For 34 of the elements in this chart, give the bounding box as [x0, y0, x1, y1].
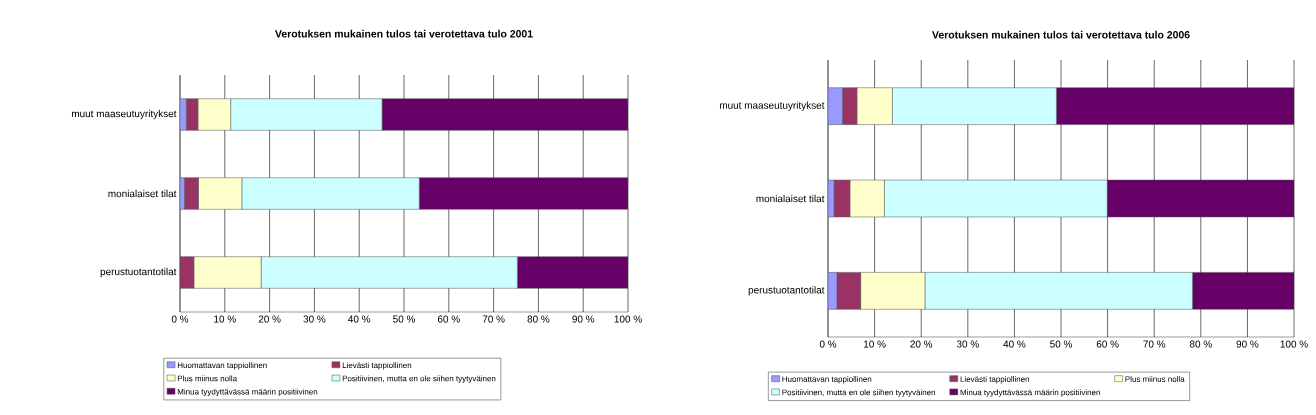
x-tick-label: 40 %	[348, 315, 371, 323]
x-tick-label: 100 %	[614, 315, 642, 323]
x-tick-label: 100 %	[1280, 340, 1308, 348]
x-tick-label: 50 %	[393, 315, 416, 323]
x-tick-label: 0 %	[819, 340, 837, 348]
bar	[517, 256, 629, 289]
x-tick-label: 70 %	[482, 315, 505, 323]
y-tick-label: muut maaseutuyritykset	[719, 101, 825, 111]
bar	[418, 177, 629, 210]
y-tick-label: perustuotantotilat	[100, 267, 177, 278]
x-tick-label: 70 %	[1143, 340, 1166, 348]
x-tick-label: 40 %	[1003, 340, 1026, 348]
y-tick-label: perustuotantotilat	[748, 286, 825, 296]
y-tick-label: monialaiset tilat	[108, 189, 177, 198]
x-tick-label: 10 %	[864, 340, 886, 348]
y-tick-label: muut maaseutuyritykset	[71, 109, 177, 120]
x-tick-label: 60 %	[437, 315, 460, 323]
x-tick-label: 0 %	[171, 315, 189, 323]
x-tick-label: 20 %	[910, 340, 933, 348]
x-tick-label: 90 %	[572, 315, 595, 323]
x-tick-label: 90 %	[1236, 340, 1259, 348]
x-tick-label: 50 %	[1050, 340, 1073, 348]
x-tick-label: 60 %	[1096, 340, 1119, 348]
x-tick-label: 30 %	[303, 315, 326, 323]
x-tick-label: 80 %	[1189, 340, 1212, 348]
x-tick-label: 30 %	[956, 340, 979, 348]
bar	[381, 98, 629, 131]
y-tick-label: monialaiset tilat	[756, 194, 825, 203]
x-tick-label: 20 %	[258, 315, 281, 323]
bar	[184, 177, 199, 210]
x-tick-label: 10 %	[214, 315, 236, 323]
x-tick-label: 80 %	[527, 315, 550, 323]
chart-title: Verotuksen mukainen tulos tai verotettava tulo 2001	[275, 29, 533, 38]
chart-title: Verotuksen mukainen tulos tai verotettava tulo 2006	[932, 30, 1190, 39]
